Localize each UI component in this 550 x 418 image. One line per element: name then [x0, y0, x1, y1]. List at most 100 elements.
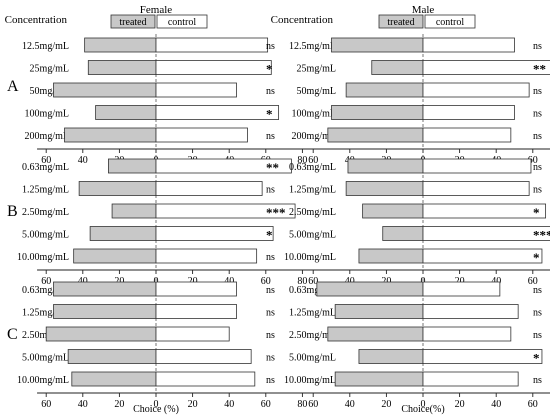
x-tick-label: 0	[421, 399, 426, 410]
category-label: 12.5mg/mL	[22, 41, 69, 52]
treated-bar	[345, 82, 424, 98]
treated-bar	[45, 326, 157, 342]
treated-bar	[331, 105, 424, 120]
x-tick-label: 40	[345, 399, 355, 410]
category-label: 10.00mg/mL	[284, 252, 336, 263]
significance-label: ns	[533, 285, 542, 296]
treated-bar	[53, 281, 157, 297]
control-bar	[155, 181, 263, 196]
category-label: 1.25mg/mL	[22, 185, 69, 196]
x-tick-label: 60	[261, 276, 271, 287]
control-bar	[422, 349, 543, 364]
column-title-female: Female	[140, 4, 172, 16]
x-tick-label: 20	[188, 399, 198, 410]
category-label: 2.50mg/mL	[289, 330, 336, 341]
x-axis-label-female: Choice (%)	[133, 404, 179, 415]
x-tick-label: 60	[41, 399, 51, 410]
x-tick-label: 60	[528, 399, 538, 410]
x-tick-label: 60	[261, 399, 271, 410]
x-tick-label: 40	[78, 276, 88, 287]
x-tick-label: 80	[297, 399, 307, 410]
significance-label: *	[533, 205, 540, 220]
category-label: 50mg/mL	[297, 86, 336, 97]
x-tick-label: 80	[297, 276, 307, 287]
x-tick-label: 20	[114, 399, 124, 410]
category-label: 1.25mg/mL	[289, 308, 336, 319]
category-label: 0.63mg/mL	[22, 162, 69, 173]
category-label: 100mg/mL	[292, 109, 336, 120]
control-bar	[155, 326, 230, 342]
treated-bar	[87, 60, 157, 75]
significance-label: ns	[266, 86, 275, 97]
significance-label: ***	[533, 228, 550, 243]
control-bar	[422, 158, 532, 174]
control-bar	[422, 37, 515, 53]
x-tick-label: 40	[491, 276, 501, 287]
control-bar	[155, 281, 237, 297]
legend-label-control: control	[436, 17, 465, 28]
treated-bar	[108, 158, 157, 174]
x-axis-label-male: Choice(%)	[401, 404, 444, 415]
legend-swatch-treated	[110, 14, 156, 29]
panel-letter-b: B	[7, 203, 18, 220]
category-label: 2.50mg/mL	[22, 207, 69, 218]
control-bar	[422, 105, 515, 120]
significance-label: *	[533, 250, 540, 265]
legend-swatch-treated	[378, 14, 424, 29]
panel-b-female: 0.63mg/mL ** 1.25mg/mL ns 2.50mg/mL *** 5.00mg…	[17, 155, 312, 287]
treated-bar	[78, 181, 157, 196]
category-label: 50mg/mL	[30, 86, 69, 97]
panel-a-female: 12.5mg/mL ns 25mg/mL * 50mg/mL ns 100mg/mL * 200…	[22, 34, 312, 166]
treated-bar	[53, 304, 157, 319]
category-label: 5.00mg/mL	[22, 353, 69, 364]
x-tick-label: 20	[188, 276, 198, 287]
treated-bar	[95, 105, 157, 120]
category-label: 25mg/mL	[297, 64, 336, 75]
treated-bar	[67, 349, 157, 364]
treated-bar	[89, 226, 157, 241]
legend-swatch-control	[424, 14, 476, 29]
treated-bar	[327, 326, 424, 342]
x-tick-label: 20	[381, 399, 391, 410]
treated-bar	[358, 248, 424, 264]
x-tick-label: 0	[421, 276, 426, 287]
control-bar	[155, 37, 269, 53]
significance-label: ns	[266, 41, 275, 52]
concentration-header-female: Concentration	[5, 14, 68, 26]
panel-letter-c: C	[7, 326, 18, 343]
x-tick-label: 20	[114, 276, 124, 287]
control-bar	[155, 371, 256, 387]
plot-panels: 12.5mg/mL ns 25mg/mL * 50mg/mL ns 100mg/mL * 20 0…	[17, 34, 550, 410]
significance-label: ns	[533, 185, 542, 196]
treated-bar	[347, 158, 424, 174]
x-tick-label: 40	[224, 399, 234, 410]
category-label: 10.00mg/mL	[17, 252, 69, 263]
panel-c-male: 0.63mg/mL ns 1.25mg/mL ns 2.50mg/mL ns 5.00mg/…	[284, 278, 550, 410]
significance-label: ns	[266, 330, 275, 341]
significance-label: ns	[533, 41, 542, 52]
category-label: 5.00mg/mL	[22, 230, 69, 241]
significance-label: *	[266, 228, 273, 243]
treated-bar	[371, 60, 424, 75]
control-bar	[155, 105, 280, 120]
x-tick-label: 60	[41, 276, 51, 287]
category-label: 1.25mg/mL	[289, 185, 336, 196]
treated-bar	[71, 371, 157, 387]
control-bar	[422, 181, 530, 196]
x-tick-label: 20	[455, 276, 465, 287]
significance-label: ns	[533, 330, 542, 341]
significance-label: *	[533, 351, 540, 366]
x-tick-label: 60	[41, 155, 51, 166]
control-bar	[422, 371, 519, 387]
x-tick-label: 0	[154, 399, 159, 410]
category-label: 2.50mg/mL	[22, 330, 69, 341]
significance-label: ns	[266, 252, 275, 263]
legend-female: treated control	[110, 14, 208, 29]
significance-label: *	[266, 62, 273, 77]
treated-bar	[334, 304, 424, 319]
category-label: 5.00mg/mL	[289, 230, 336, 241]
significance-label: **	[266, 160, 279, 175]
x-tick-label: 40	[224, 276, 234, 287]
legend-label-treated: treated	[119, 17, 146, 28]
